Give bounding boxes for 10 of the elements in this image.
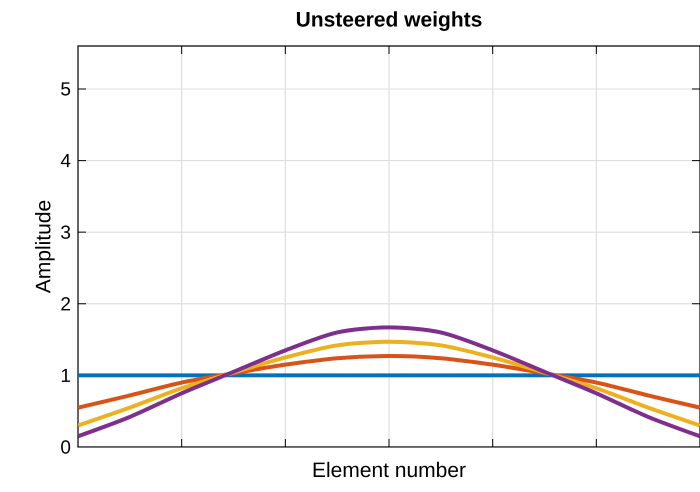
y-tick-label: 0 bbox=[61, 440, 70, 454]
y-tick-label: 2 bbox=[61, 297, 70, 310]
y-axis-title: Amplitude bbox=[35, 200, 55, 294]
y-tick-label: 4 bbox=[60, 154, 70, 168]
line-series bbox=[78, 325, 700, 438]
y-tick-label: 3 bbox=[61, 225, 70, 239]
chart-title: Unsteered weights bbox=[296, 11, 482, 31]
y-tick-label: 1 bbox=[62, 368, 70, 382]
y-tick-label: 5 bbox=[61, 82, 70, 96]
x-axis-title: Element number bbox=[314, 462, 466, 478]
